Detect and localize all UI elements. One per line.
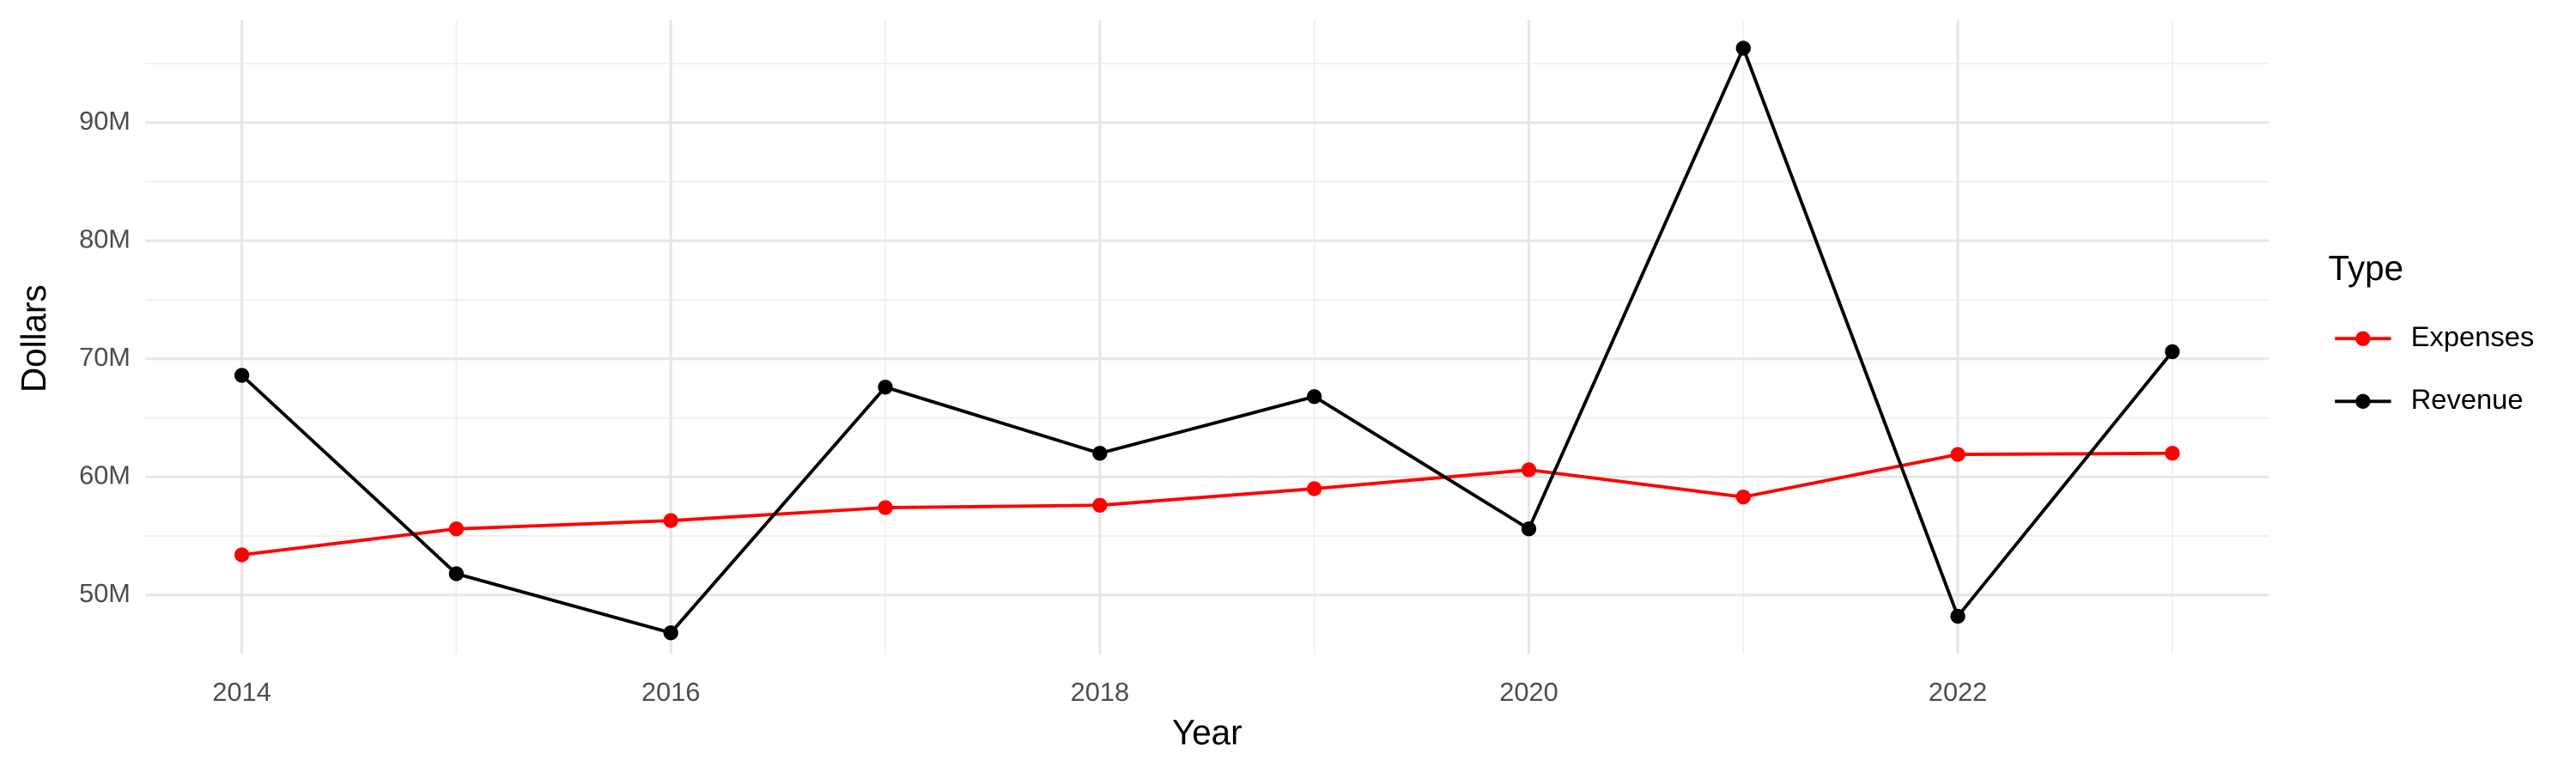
y-tick-label: 50M (79, 578, 131, 608)
legend-label: Revenue (2411, 383, 2524, 415)
x-tick-label: 2018 (1071, 677, 1129, 707)
series-line (241, 451, 2172, 557)
data-point (1735, 489, 1751, 505)
x-tick-label: 2016 (641, 677, 700, 707)
y-axis-title: Dollars (14, 284, 53, 393)
data-point (1092, 446, 1108, 461)
data-point (1307, 389, 1322, 405)
x-tick-label: 2020 (1499, 677, 1558, 707)
x-tick-label: 2014 (212, 677, 270, 707)
legend-marker (2355, 331, 2371, 346)
y-tick-label: 90M (79, 106, 131, 136)
data-point (1521, 521, 1537, 537)
data-point (663, 513, 678, 528)
data-point (448, 521, 465, 537)
x-axis-title: Year (1172, 712, 1242, 752)
data-point (878, 380, 893, 395)
y-tick-label: 60M (79, 460, 131, 490)
data-point (1307, 481, 1322, 496)
legend-marker (2355, 393, 2371, 409)
data-point (448, 566, 465, 581)
data-point (2165, 344, 2180, 360)
legend-label: Expenses (2411, 320, 2535, 352)
y-tick-label: 70M (79, 342, 131, 372)
y-tick-label: 80M (79, 223, 131, 253)
data-point (1950, 608, 1965, 624)
data-point (1735, 40, 1751, 56)
data-point (1521, 462, 1537, 478)
data-point (878, 500, 893, 515)
data-point (2165, 446, 2180, 461)
data-point (663, 625, 678, 641)
data-point (234, 547, 250, 563)
data-point (1950, 447, 1965, 462)
data-point (1092, 497, 1108, 513)
data-point (234, 368, 250, 383)
x-tick-label: 2022 (1929, 677, 1987, 707)
legend-title: Type (2329, 248, 2404, 288)
series-line (240, 44, 2174, 635)
